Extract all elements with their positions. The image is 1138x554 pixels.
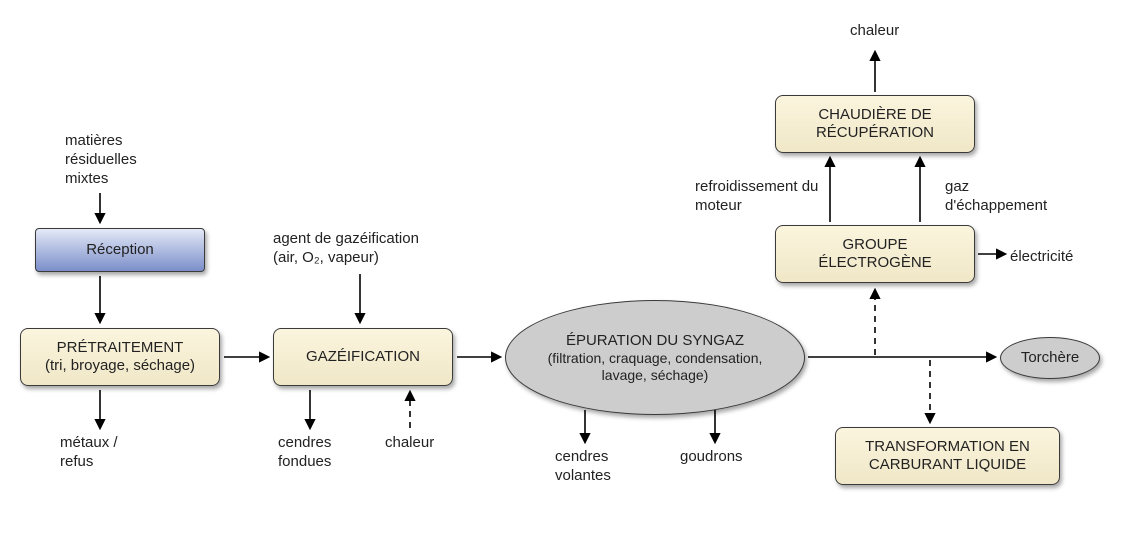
node-reception: Réception bbox=[35, 228, 205, 272]
node-gazeification-label: GAZÉIFICATION bbox=[306, 348, 420, 366]
node-pretraitement-line1: PRÉTRAITEMENT bbox=[57, 339, 184, 357]
label-cendres-fondues: cendres fondues bbox=[278, 434, 331, 472]
label-metaux: métaux / refus bbox=[60, 434, 118, 472]
node-epuration: ÉPURATION DU SYNGAZ (filtration, craquag… bbox=[505, 300, 805, 415]
node-groupe: GROUPE ÉLECTROGÈNE bbox=[775, 225, 975, 283]
node-torchere-label: Torchère bbox=[1021, 349, 1079, 367]
node-epuration-line2: (filtration, craquage, condensation, bbox=[548, 350, 763, 367]
label-goudrons: goudrons bbox=[680, 448, 743, 467]
label-electricite: électricité bbox=[1010, 248, 1073, 267]
node-epuration-line3: lavage, séchage) bbox=[602, 367, 709, 384]
node-reception-label: Réception bbox=[86, 241, 154, 259]
node-transformation-line1: TRANSFORMATION EN bbox=[865, 438, 1030, 456]
node-torchere: Torchère bbox=[1000, 337, 1100, 379]
node-pretraitement-line2: (tri, broyage, séchage) bbox=[45, 357, 195, 375]
node-transformation-line2: CARBURANT LIQUIDE bbox=[869, 456, 1026, 474]
label-matieres: matières résiduelles mixtes bbox=[65, 132, 137, 188]
node-chaudiere-line2: RÉCUPÉRATION bbox=[816, 124, 934, 142]
node-chaudiere: CHAUDIÈRE DE RÉCUPÉRATION bbox=[775, 95, 975, 153]
node-groupe-line2: ÉLECTROGÈNE bbox=[818, 254, 931, 272]
label-refroidissement: refroidissement du moteur bbox=[695, 178, 818, 216]
label-gaz-echappement: gaz d'échappement bbox=[945, 178, 1047, 216]
node-epuration-line1: ÉPURATION DU SYNGAZ bbox=[566, 332, 744, 350]
node-transformation: TRANSFORMATION EN CARBURANT LIQUIDE bbox=[835, 427, 1060, 485]
node-gazeification: GAZÉIFICATION bbox=[273, 328, 453, 386]
label-chaleur-out: chaleur bbox=[850, 22, 899, 41]
label-agent: agent de gazéification (air, O₂, vapeur) bbox=[273, 230, 419, 268]
flowchart-canvas: Réception PRÉTRAITEMENT (tri, broyage, s… bbox=[0, 0, 1138, 554]
node-chaudiere-line1: CHAUDIÈRE DE bbox=[818, 106, 931, 124]
node-pretraitement: PRÉTRAITEMENT (tri, broyage, séchage) bbox=[20, 328, 220, 386]
label-chaleur-in: chaleur bbox=[385, 434, 434, 453]
label-cendres-volantes: cendres volantes bbox=[555, 448, 611, 486]
node-groupe-line1: GROUPE bbox=[842, 236, 907, 254]
